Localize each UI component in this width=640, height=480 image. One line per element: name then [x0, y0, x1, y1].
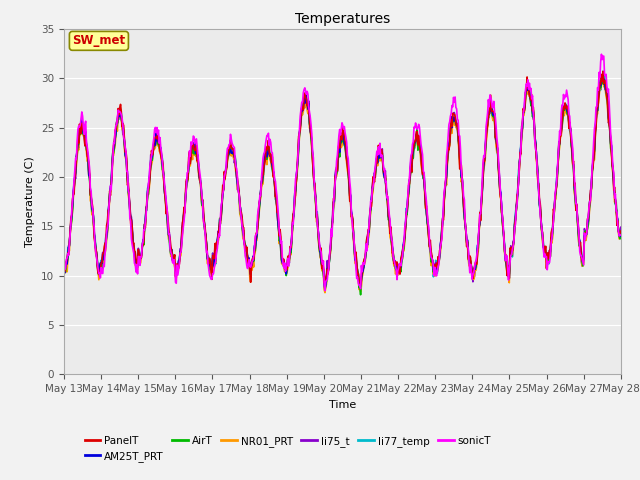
NR01_PRT — [60, 262, 68, 267]
AM25T_PRT — [70, 185, 78, 191]
AirT — [356, 292, 364, 298]
PanelT — [127, 217, 135, 223]
sonicT — [617, 232, 625, 238]
li77_temp — [321, 288, 329, 294]
NR01_PRT — [184, 178, 192, 183]
li77_temp — [428, 255, 435, 261]
sonicT — [321, 288, 329, 294]
Legend: PanelT, AM25T_PRT, AirT, NR01_PRT, li75_t, li77_temp, sonicT: PanelT, AM25T_PRT, AirT, NR01_PRT, li75_… — [81, 432, 495, 466]
PanelT — [214, 242, 221, 248]
AM25T_PRT — [60, 266, 68, 272]
AM25T_PRT — [599, 73, 607, 79]
sonicT — [70, 177, 78, 183]
sonicT — [127, 236, 135, 242]
NR01_PRT — [127, 226, 135, 231]
Line: li75_t: li75_t — [64, 76, 621, 289]
sonicT — [428, 254, 435, 260]
AM25T_PRT — [428, 252, 435, 258]
Title: Temperatures: Temperatures — [295, 12, 390, 26]
sonicT — [411, 125, 419, 131]
li75_t — [411, 139, 419, 145]
Line: NR01_PRT: NR01_PRT — [64, 76, 621, 293]
AM25T_PRT — [184, 174, 192, 180]
li75_t — [70, 185, 78, 191]
AirT — [127, 222, 135, 228]
li77_temp — [214, 240, 221, 246]
AirT — [617, 230, 625, 236]
Y-axis label: Temperature (C): Temperature (C) — [26, 156, 35, 247]
li75_t — [356, 287, 364, 292]
Line: AM25T_PRT: AM25T_PRT — [64, 76, 621, 288]
PanelT — [356, 282, 364, 288]
li77_temp — [184, 175, 192, 180]
NR01_PRT — [617, 230, 625, 236]
PanelT — [428, 248, 435, 254]
AirT — [411, 143, 419, 148]
li75_t — [60, 260, 68, 265]
AirT — [70, 187, 78, 192]
AM25T_PRT — [214, 237, 221, 243]
sonicT — [598, 51, 605, 57]
li77_temp — [599, 68, 607, 74]
li77_temp — [411, 145, 419, 151]
PanelT — [411, 138, 419, 144]
Line: AirT: AirT — [64, 78, 621, 295]
Line: PanelT: PanelT — [64, 72, 621, 285]
AirT — [60, 266, 68, 272]
NR01_PRT — [214, 241, 221, 247]
li75_t — [617, 224, 625, 230]
AM25T_PRT — [617, 229, 625, 235]
X-axis label: Time: Time — [329, 400, 356, 409]
NR01_PRT — [70, 186, 78, 192]
PanelT — [599, 69, 607, 74]
AM25T_PRT — [321, 286, 329, 291]
li77_temp — [70, 181, 78, 187]
li75_t — [597, 73, 605, 79]
AM25T_PRT — [127, 217, 135, 223]
li75_t — [184, 175, 192, 181]
li77_temp — [127, 217, 135, 223]
sonicT — [184, 169, 192, 175]
NR01_PRT — [411, 144, 419, 150]
Text: SW_met: SW_met — [72, 35, 125, 48]
PanelT — [184, 176, 192, 182]
li75_t — [214, 240, 221, 245]
li77_temp — [60, 263, 68, 268]
li75_t — [127, 214, 135, 220]
sonicT — [60, 265, 68, 271]
AirT — [184, 177, 192, 182]
li75_t — [428, 253, 435, 259]
NR01_PRT — [599, 73, 607, 79]
NR01_PRT — [428, 263, 435, 268]
PanelT — [70, 191, 78, 197]
AM25T_PRT — [411, 140, 419, 145]
NR01_PRT — [321, 290, 329, 296]
sonicT — [214, 246, 221, 252]
li77_temp — [617, 231, 625, 237]
AirT — [428, 259, 435, 265]
AirT — [214, 238, 221, 244]
AirT — [599, 75, 607, 81]
PanelT — [617, 228, 625, 234]
Line: li77_temp: li77_temp — [64, 71, 621, 291]
PanelT — [60, 257, 68, 263]
Line: sonicT: sonicT — [64, 54, 621, 291]
